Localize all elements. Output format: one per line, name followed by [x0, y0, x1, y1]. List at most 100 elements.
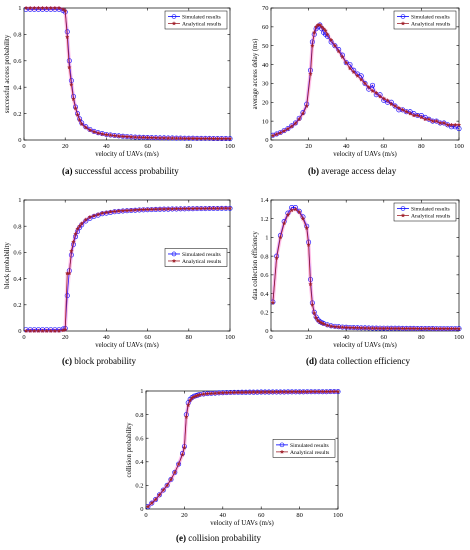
panel-caption-letter: (c)	[62, 356, 72, 366]
data-point-analytical	[456, 122, 462, 127]
data-point-analytical	[203, 206, 208, 211]
x-axis-label: velocity of UAVs (m/s)	[333, 151, 397, 158]
data-point-analytical	[385, 326, 390, 331]
plot-area	[270, 7, 460, 141]
data-point-analytical	[312, 310, 317, 316]
data-point-analytical	[209, 391, 214, 396]
data-point-analytical	[223, 136, 229, 141]
data-point-analytical	[285, 212, 291, 217]
data-point-analytical	[377, 326, 383, 331]
data-point-analytical	[153, 206, 159, 212]
legend-label-simulated: Simulated results	[182, 14, 221, 20]
data-point-analytical	[36, 328, 41, 333]
x-tick-label: 40	[103, 143, 110, 150]
panel-caption: (a) successful access probability	[62, 166, 179, 176]
data-point-analytical	[69, 82, 74, 87]
data-point-analytical	[247, 390, 252, 395]
y-tick-label: 0.4	[13, 276, 22, 283]
series-layer	[24, 205, 233, 333]
data-point-analytical	[319, 24, 324, 29]
data-point-analytical	[67, 271, 72, 276]
data-point-analytical	[419, 115, 424, 120]
x-tick-label: 0	[22, 143, 25, 150]
data-point-analytical	[40, 328, 45, 333]
y-tick-label: 0	[18, 137, 21, 144]
data-point-analytical	[194, 136, 200, 141]
data-point-analytical	[146, 504, 151, 509]
data-point-analytical	[120, 208, 126, 213]
data-point-analytical	[128, 134, 134, 139]
data-point-analytical	[336, 49, 341, 54]
data-point-analytical	[411, 113, 417, 118]
x-tick-label: 80	[186, 143, 193, 150]
x-tick-label: 40	[220, 512, 227, 519]
data-point-analytical	[271, 300, 276, 305]
data-point-analytical	[320, 389, 325, 394]
x-tick-label: 20	[62, 143, 69, 150]
x-tick-label: 100	[454, 143, 464, 150]
data-point-analytical	[149, 500, 154, 505]
data-point-analytical	[67, 65, 72, 70]
data-point-analytical	[235, 390, 241, 395]
data-point-analytical	[355, 73, 360, 78]
legend-marker-star	[171, 258, 177, 263]
data-point-simulated	[315, 317, 321, 323]
data-point-analytical	[104, 210, 109, 215]
x-tick-label: 100	[225, 143, 235, 150]
data-point-analytical	[223, 205, 229, 211]
legend-box	[164, 248, 228, 267]
data-point-simulated	[456, 126, 462, 132]
data-point-analytical	[52, 328, 58, 333]
y-tick-label: 0.4	[135, 459, 144, 466]
data-point-analytical	[300, 111, 306, 116]
y-tick-label: 0.2	[13, 302, 21, 309]
data-point-analytical	[186, 206, 191, 211]
data-point-analytical	[355, 325, 360, 330]
x-tick-label: 60	[258, 512, 265, 519]
y-axis-label: average access delay (ms)	[252, 39, 259, 110]
data-point-analytical	[438, 120, 443, 125]
data-point-analytical	[407, 111, 413, 116]
data-point-analytical	[133, 207, 138, 212]
data-point-analytical	[331, 389, 337, 394]
y-tick-label: 0.6	[13, 250, 22, 257]
legend-marker-star	[279, 449, 285, 454]
data-point-analytical	[149, 207, 154, 212]
legend-marker-star	[171, 21, 177, 26]
y-axis-label: block probability	[4, 242, 11, 289]
data-point-analytical	[259, 389, 264, 395]
y-axis-label: collision probability	[126, 422, 133, 478]
data-point-analytical	[219, 136, 224, 141]
data-point-analytical	[381, 96, 386, 101]
data-point-analytical	[52, 5, 58, 10]
data-point-analytical	[36, 5, 41, 10]
x-tick-label: 60	[144, 334, 151, 341]
x-axis-label: velocity of UAVs (m/s)	[95, 151, 159, 158]
data-point-analytical	[83, 217, 88, 222]
data-point-analytical	[456, 326, 462, 331]
x-tick-label: 60	[381, 334, 388, 341]
data-point-analytical	[310, 43, 315, 48]
legend-label-analytical: Analytical results	[182, 259, 221, 265]
data-point-analytical	[385, 98, 390, 103]
data-point-analytical	[325, 323, 330, 328]
data-point-analytical	[301, 389, 306, 394]
data-point-analytical	[332, 43, 338, 48]
legend-label-simulated: Simulated results	[182, 252, 221, 258]
data-point-simulated	[292, 120, 298, 126]
data-point-analytical	[262, 389, 268, 394]
series-layer	[24, 5, 233, 142]
data-point-analytical	[312, 389, 318, 394]
data-point-analytical	[274, 255, 279, 260]
data-point-analytical	[227, 205, 233, 211]
data-point-analytical	[56, 5, 62, 10]
data-point-analytical	[328, 37, 334, 42]
data-point-analytical	[27, 5, 33, 10]
legend-label-simulated: Simulated results	[290, 443, 329, 449]
data-point-analytical	[216, 390, 222, 395]
y-tick-label: 60	[262, 24, 269, 31]
data-point-analytical	[278, 235, 283, 240]
data-point-analytical	[166, 135, 171, 141]
plot-area	[23, 7, 231, 141]
data-point-analytical	[266, 389, 272, 394]
